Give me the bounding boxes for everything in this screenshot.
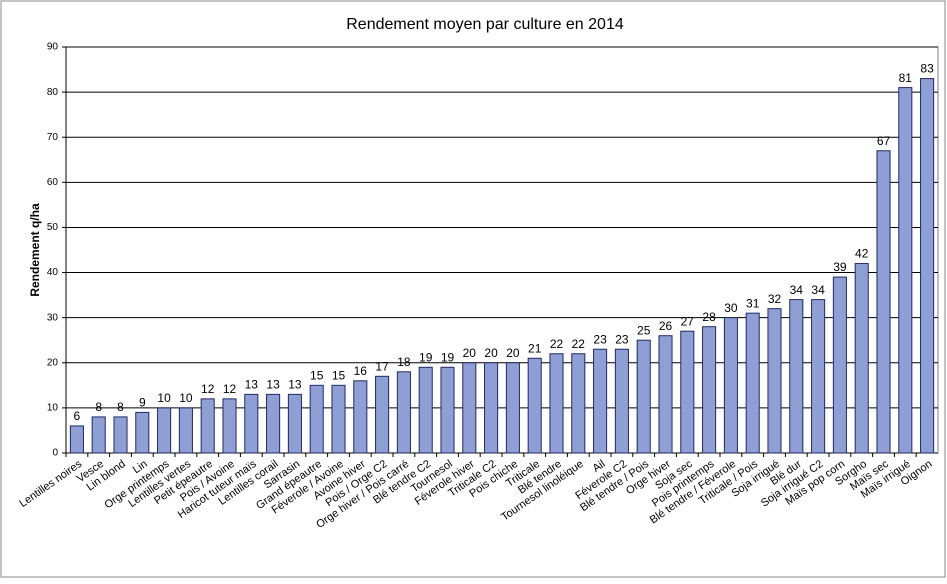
bar [593, 348, 608, 454]
data-label: 23 [593, 332, 607, 346]
bar [767, 308, 782, 454]
bar [876, 150, 891, 454]
data-label: 22 [550, 337, 564, 351]
data-label: 20 [463, 346, 477, 360]
bar [680, 330, 695, 454]
y-tick-label: 50 [47, 222, 59, 233]
y-tick-label: 40 [47, 267, 59, 278]
bar [266, 393, 281, 454]
data-label: 12 [223, 382, 237, 396]
bar [222, 398, 237, 454]
data-label: 20 [484, 346, 498, 360]
bar [811, 299, 826, 454]
data-label: 19 [419, 350, 433, 364]
data-label: 13 [245, 378, 259, 392]
bar [396, 371, 411, 454]
bar [157, 407, 172, 454]
bar [440, 366, 455, 454]
data-label: 13 [288, 378, 302, 392]
bar [505, 362, 520, 454]
bar [920, 78, 935, 454]
data-label: 10 [157, 391, 171, 405]
data-label: 16 [354, 364, 368, 378]
bar [636, 339, 651, 454]
bar [832, 276, 847, 454]
chart-title: Rendement moyen par culture en 2014 [346, 16, 624, 33]
y-tick-label: 10 [47, 403, 59, 414]
bar [571, 353, 586, 454]
data-label: 26 [659, 319, 673, 333]
data-label: 34 [811, 283, 825, 297]
data-label: 12 [201, 382, 215, 396]
bar [331, 384, 346, 454]
data-label: 27 [681, 314, 695, 328]
bar [113, 416, 128, 454]
data-label: 17 [375, 359, 389, 373]
data-label: 32 [768, 292, 782, 306]
bar [898, 87, 913, 454]
x-tick-label: Ail [591, 458, 608, 475]
y-tick-label: 80 [47, 87, 59, 98]
bar [614, 348, 629, 454]
data-label: 15 [310, 369, 324, 383]
data-label: 8 [117, 400, 124, 414]
data-label: 20 [506, 346, 520, 360]
y-tick-label: 60 [47, 177, 59, 188]
y-tick-label: 20 [47, 357, 59, 368]
data-label: 18 [397, 355, 411, 369]
data-label: 81 [899, 71, 913, 85]
data-label: 25 [637, 323, 651, 337]
data-label: 6 [74, 409, 81, 423]
data-label: 42 [855, 247, 869, 261]
bar [135, 411, 150, 454]
data-label: 31 [746, 296, 760, 310]
bar [789, 299, 804, 454]
data-label: 23 [615, 332, 629, 346]
bar [200, 398, 215, 454]
y-tick-label: 90 [47, 42, 59, 53]
bar [375, 375, 390, 454]
bar [745, 312, 760, 454]
data-label: 9 [139, 396, 146, 410]
bar [484, 362, 499, 454]
data-label: 22 [572, 337, 586, 351]
bar [287, 393, 302, 454]
data-label: 19 [441, 350, 455, 364]
data-label: 10 [179, 391, 193, 405]
bar [549, 353, 564, 454]
bar [702, 326, 717, 454]
y-tick-label: 30 [47, 312, 59, 323]
bar [353, 380, 368, 454]
bar [854, 263, 869, 454]
bar [418, 366, 433, 454]
data-label: 30 [724, 301, 738, 315]
bar [462, 362, 477, 454]
bar [309, 384, 324, 454]
bar [723, 317, 738, 454]
data-label: 67 [877, 134, 891, 148]
bar [69, 425, 84, 454]
data-label: 39 [833, 260, 847, 274]
data-label: 13 [266, 378, 280, 392]
data-label: 34 [790, 283, 804, 297]
data-label: 15 [332, 369, 346, 383]
data-label: 83 [920, 62, 934, 76]
plot-area [65, 46, 939, 454]
bar [91, 416, 106, 454]
y-tick-label: 0 [52, 448, 58, 459]
bar [178, 407, 193, 454]
data-label: 21 [528, 341, 542, 355]
data-label: 8 [95, 400, 102, 414]
data-label: 28 [702, 310, 716, 324]
y-axis-label: Rendement q/ha [28, 203, 42, 297]
bar [658, 335, 673, 454]
bar [527, 357, 542, 454]
y-tick-label: 70 [47, 132, 59, 143]
bar [244, 393, 259, 454]
